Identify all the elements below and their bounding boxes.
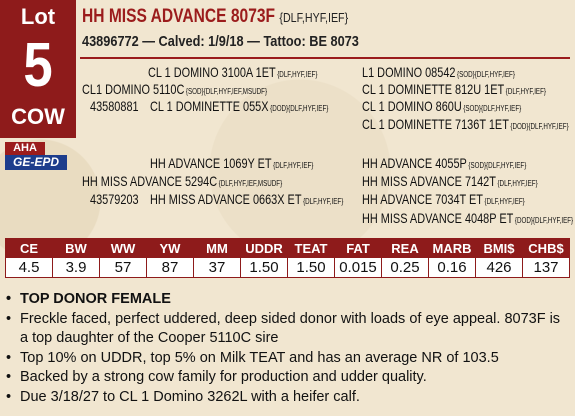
ge-epd-logo: AHA GE-EPD (5, 142, 71, 172)
title-suffix: {DLF,HYF,IEF} (279, 10, 349, 25)
epd-header: FAT (334, 238, 382, 258)
pedigree-tag: {SOD}{DLF,HYF,IEF,MSUDF} (185, 87, 268, 96)
epd-value: 87 (146, 257, 194, 278)
pedigree-entry: HH ADVANCE 1069Y ET {DLF,HYF,IEF} (150, 155, 313, 171)
pedigree-tag: {DOD}{DLF,HYF,IEF} (514, 216, 574, 225)
pedigree-name: HH MISS ADVANCE 5294C (82, 173, 218, 189)
epd-header: WW (99, 238, 147, 258)
epd-header: UDDR (240, 238, 288, 258)
registration-line: 43896772 — Calved: 1/9/18 — Tattoo: BE 8… (82, 33, 359, 50)
notes: TOP DONOR FEMALE Freckle faced, perfect … (6, 290, 568, 407)
pedigree-entry: CL 1 DOMINETTE 055X {DOD}{DLF,HYF,IEF} (150, 98, 328, 114)
divider (80, 57, 570, 59)
lot-kind: COW (11, 104, 65, 129)
pedigree-reg: 43580881 (90, 98, 139, 114)
pedigree-entry: HH ADVANCE 4055P {SOD}{DLF,HYF,IEF} (362, 155, 526, 171)
epd-value: 0.25 (381, 257, 429, 278)
pedigree-name: CL 1 DOMINETTE 812U 1ET (362, 81, 505, 97)
title-name: HH MISS ADVANCE 8073F (82, 6, 276, 27)
epd-value: 37 (193, 257, 241, 278)
lot-label: Lot (20, 4, 56, 29)
epd-header: CHB$ (522, 238, 570, 258)
note-bullet: Due 3/18/27 to CL 1 Domino 3262L with a … (6, 388, 568, 408)
pedigree-tag: {DLF,HYF,IEF} (273, 161, 314, 170)
pedigree-tag: {DLF,HYF,IEF} (277, 70, 318, 79)
logo-top: AHA (5, 142, 45, 155)
pedigree-tag: {SOD}{DLF,HYF,IEF} (457, 70, 515, 79)
pedigree-entry: HH MISS ADVANCE 4048P ET {DOD}{DLF,HYF,IE… (362, 210, 573, 226)
pedigree-entry: HH ADVANCE 7034T ET {DLF,HYF,IEF} (362, 191, 525, 207)
epd-header: REA (381, 238, 429, 258)
pedigree-name: CL1 DOMINO 5110C (82, 81, 185, 97)
pedigree-tag: {DOD}{DLF,HYF,IEF} (270, 104, 329, 113)
pedigree-entry: CL 1 DOMINO 3100A 1ET {DLF,HYF,IEF} (148, 64, 317, 80)
epd-header: BMI$ (475, 238, 523, 258)
lot-box: Lot 5 COW (0, 0, 76, 138)
note-bullet: Freckle faced, perfect uddered, deep sid… (6, 310, 568, 349)
pedigree-entry: L1 DOMINO 08542 {SOD}{DLF,HYF,IEF} (362, 64, 515, 80)
epd-header: CE (5, 238, 53, 258)
pedigree-entry: HH MISS ADVANCE 7142T {DLF,HYF,IEF} (362, 173, 538, 189)
pedigree-tag: {DLF,HYF,IEF} (303, 197, 344, 206)
pedigree-tag: {DLF,HYF,IEF,MSUDF} (218, 179, 283, 188)
pedigree-entry: CL 1 DOMINETTE 812U 1ET {DLF,HYF,IEF} (362, 81, 546, 97)
epd-value: 1.50 (287, 257, 335, 278)
pedigree-tag: {SOD}{DLF,HYF,IEF} (468, 161, 527, 170)
epd-value: 0.16 (428, 257, 476, 278)
epd-table: CE BW WW YW MM UDDR TEAT FAT REA MARB BMI$ CHB$ 4.5… (5, 238, 570, 278)
epd-value: 0.015 (334, 257, 382, 278)
lot-number: 5 (23, 31, 53, 100)
epd-value-row: 4.5 3.9 57 87 37 1.50 1.50 0.015 0.25 0.16 426 137 (5, 257, 570, 278)
pedigree-entry: CL 1 DOMINETTE 7136T 1ET {DOD}{DLF,HYF,IE… (362, 116, 569, 132)
pedigree-tag: {DLF,HYF,IEF} (497, 179, 538, 188)
epd-header: BW (52, 238, 100, 258)
pedigree-name: CL 1 DOMINETTE 055X (150, 98, 269, 114)
pedigree-name: HH ADVANCE 4055P (362, 155, 467, 171)
epd-header-row: CE BW WW YW MM UDDR TEAT FAT REA MARB BMI$ CHB$ (5, 238, 570, 258)
pedigree-reg: 43579203 (90, 191, 139, 207)
pedigree-name: HH ADVANCE 1069Y ET (150, 155, 272, 171)
pedigree-tag: {DLF,HYF,IEF} (484, 197, 525, 206)
logo-bottom: GE-EPD (5, 155, 67, 170)
pedigree-tag: {DOD}{DLF,HYF,IEF} (510, 122, 569, 131)
pedigree-entry: HH MISS ADVANCE 5294C {DLF,HYF,IEF,MSUDF} (82, 173, 282, 189)
animal-title: HH MISS ADVANCE 8073F {DLF,HYF,IEF} (82, 6, 348, 28)
pedigree-name: CL 1 DOMINO 3100A 1ET (148, 64, 276, 80)
epd-value: 57 (99, 257, 147, 278)
pedigree-tag: {SOD}{DLF,HYF,IEF} (463, 104, 522, 113)
pedigree-name: CL 1 DOMINO 860U (362, 98, 462, 114)
epd-header: MARB (428, 238, 476, 258)
epd-header: YW (146, 238, 194, 258)
epd-value: 3.9 (52, 257, 100, 278)
pedigree-name: CL 1 DOMINETTE 7136T 1ET (362, 116, 509, 132)
epd-value: 4.5 (5, 257, 53, 278)
epd-header: MM (193, 238, 241, 258)
pedigree-name: HH MISS ADVANCE 4048P ET (362, 210, 514, 226)
epd-header: TEAT (287, 238, 335, 258)
epd-value: 137 (522, 257, 570, 278)
pedigree-name: HH MISS ADVANCE 0663X ET (150, 191, 302, 207)
epd-value: 426 (475, 257, 523, 278)
pedigree-name: HH MISS ADVANCE 7142T (362, 173, 496, 189)
pedigree-entry: CL 1 DOMINO 860U {SOD}{DLF,HYF,IEF} (362, 98, 521, 114)
note-bullet: Backed by a strong cow family for produc… (6, 368, 568, 388)
epd-value: 1.50 (240, 257, 288, 278)
pedigree-tag: {DLF,HYF,IEF} (505, 87, 546, 96)
pedigree-entry: HH MISS ADVANCE 0663X ET {DLF,HYF,IEF} (150, 191, 343, 207)
note-bullet: Top 10% on UDDR, top 5% on Milk TEAT and… (6, 349, 568, 369)
pedigree-name: HH ADVANCE 7034T ET (362, 191, 483, 207)
notes-headline: TOP DONOR FEMALE (6, 290, 568, 310)
pedigree-entry: CL1 DOMINO 5110C {SOD}{DLF,HYF,IEF,MSUDF} (82, 81, 267, 97)
pedigree-name: L1 DOMINO 08542 (362, 64, 456, 80)
